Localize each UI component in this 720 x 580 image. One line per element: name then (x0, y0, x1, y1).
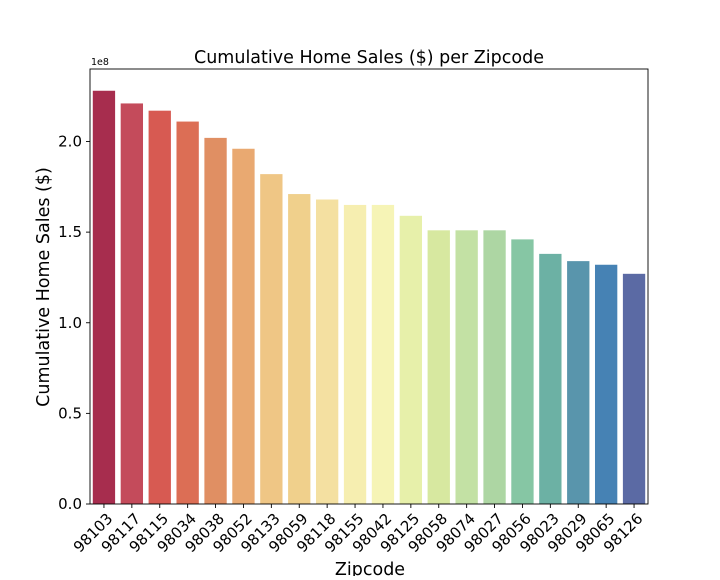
bar-98074 (455, 230, 478, 504)
bar-98029 (567, 261, 590, 504)
plot-frame (89, 68, 649, 505)
y-tick-label: 1.0 (58, 314, 82, 332)
bar-98118 (315, 199, 339, 504)
y-offset-label: 1e8 (91, 57, 109, 68)
bar-98115 (148, 110, 171, 504)
bar-98126 (622, 273, 646, 504)
y-tick-label: 0.5 (58, 404, 82, 422)
y-axis-label: Cumulative Home Sales ($) (34, 167, 54, 407)
bar-98058 (427, 230, 450, 504)
x-ticks-group: 9810398117981159803498038980529813398059… (70, 504, 646, 556)
bar-98038 (204, 137, 227, 504)
y-tick-label: 0.0 (58, 495, 82, 513)
bar-98103 (92, 90, 116, 504)
x-axis-label: Zipcode (335, 560, 405, 576)
bar-98125 (399, 215, 423, 504)
bar-98042 (371, 204, 395, 504)
bar-98059 (288, 194, 311, 504)
bar-98155 (343, 204, 367, 504)
bar-98117 (120, 103, 144, 504)
bar-98133 (260, 174, 283, 504)
y-tick-label: 2.0 (58, 133, 82, 151)
bar-98056 (511, 239, 534, 504)
chart-title: Cumulative Home Sales ($) per Zipcode (194, 48, 544, 68)
bar-98027 (483, 230, 506, 504)
bars-group (92, 90, 646, 504)
bar-98034 (176, 121, 199, 504)
bar-98065 (594, 264, 618, 504)
bar-98023 (539, 253, 562, 504)
bar-98052 (232, 148, 255, 504)
y-ticks-group: 0.0 0.5 1.0 1.5 2.0 (58, 133, 90, 513)
y-tick-label: 1.5 (58, 223, 82, 241)
